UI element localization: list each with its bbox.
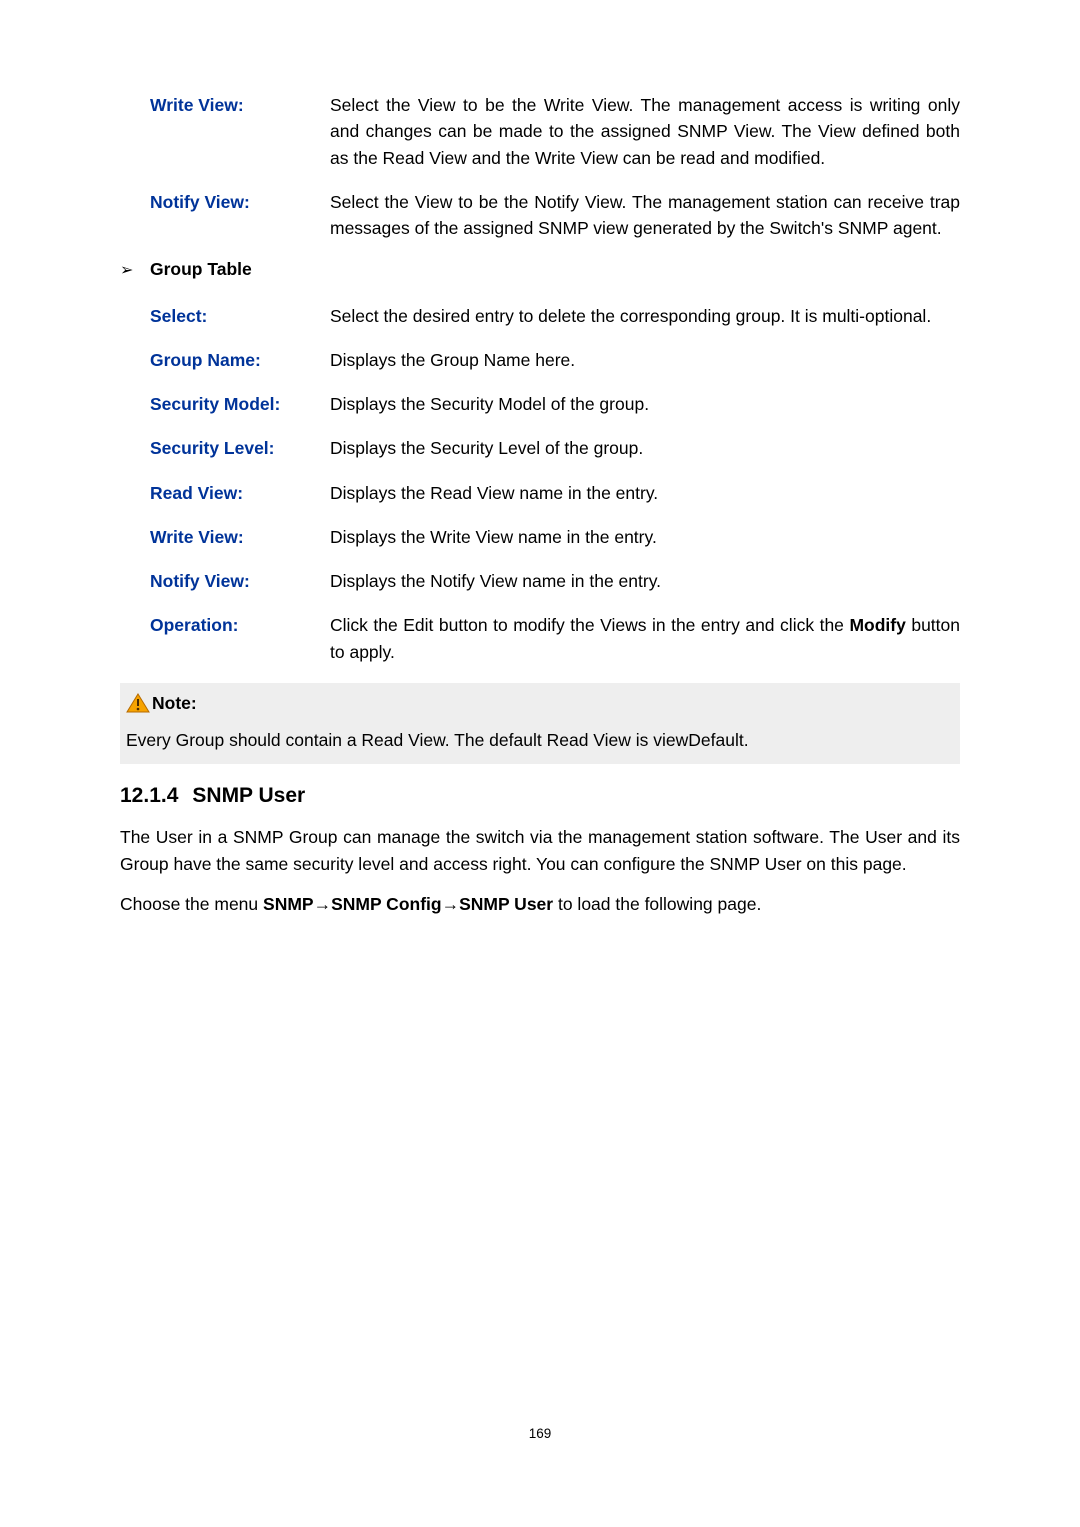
read-view-label: Read View:	[150, 483, 243, 503]
operation-desc: Click the Edit button to modify the View…	[330, 612, 960, 665]
chevron-icon: ➢	[120, 260, 150, 282]
security-level-desc: Displays the Security Level of the group…	[330, 435, 960, 461]
page-container: Write View: Select the View to be the Wr…	[0, 0, 1080, 917]
definition-label-col: Read View:	[120, 480, 330, 506]
note-title: Note:	[152, 693, 197, 714]
select-label: Select:	[150, 306, 207, 326]
operation-desc-prefix: Click the Edit button to modify the View…	[330, 615, 849, 635]
notify-view-table-desc: Displays the Notify View name in the ent…	[330, 568, 960, 594]
heading-text: SNMP User	[192, 784, 305, 808]
notify-view-label: Notify View:	[150, 192, 250, 212]
operation-desc-bold: Modify	[849, 615, 905, 635]
write-view-desc: Select the View to be the Write View. Th…	[330, 92, 960, 171]
security-model-desc: Displays the Security Model of the group…	[330, 391, 960, 417]
section-header: ➢ Group Table	[120, 259, 960, 282]
definition-label-col: Security Model:	[120, 391, 330, 417]
definition-row: Notify View: Select the View to be the N…	[120, 189, 960, 242]
definition-label-col: Select:	[120, 303, 330, 329]
page-number: 169	[0, 1426, 1080, 1441]
definition-label-col: Operation:	[120, 612, 330, 665]
note-text: Every Group should contain a Read View. …	[126, 728, 954, 753]
note-header: Note:	[126, 693, 954, 714]
para2-suffix: to load the following page.	[553, 894, 761, 914]
definition-label-col: Notify View:	[120, 568, 330, 594]
body-paragraph-1: The User in a SNMP Group can manage the …	[120, 824, 960, 877]
notify-view-table-label: Notify View:	[150, 571, 250, 591]
definition-label-col: Group Name:	[120, 347, 330, 373]
write-view-label: Write View:	[150, 95, 244, 115]
section-title: Group Table	[150, 259, 252, 280]
definition-label-col: Write View:	[120, 524, 330, 550]
heading-number: 12.1.4	[120, 784, 178, 808]
section-heading: 12.1.4 SNMP User	[120, 784, 960, 808]
definition-row: Write View: Select the View to be the Wr…	[120, 92, 960, 171]
definition-label-col: Security Level:	[120, 435, 330, 461]
security-model-label: Security Model:	[150, 394, 280, 414]
read-view-desc: Displays the Read View name in the entry…	[330, 480, 960, 506]
definition-row: Write View: Displays the Write View name…	[120, 524, 960, 550]
definition-row: Operation: Click the Edit button to modi…	[120, 612, 960, 665]
write-view-table-label: Write View:	[150, 527, 244, 547]
write-view-table-desc: Displays the Write View name in the entr…	[330, 524, 960, 550]
definition-row: Read View: Displays the Read View name i…	[120, 480, 960, 506]
definition-row: Select: Select the desired entry to dele…	[120, 303, 960, 329]
group-name-desc: Displays the Group Name here.	[330, 347, 960, 373]
para2-prefix: Choose the menu	[120, 894, 263, 914]
definition-row: Security Level: Displays the Security Le…	[120, 435, 960, 461]
warning-icon	[126, 693, 150, 713]
select-desc: Select the desired entry to delete the c…	[330, 303, 960, 329]
notify-view-desc: Select the View to be the Notify View. T…	[330, 189, 960, 242]
note-block: Note: Every Group should contain a Read …	[120, 683, 960, 765]
definition-label-col: Write View:	[120, 92, 330, 171]
operation-label: Operation:	[150, 615, 238, 635]
definition-row: Notify View: Displays the Notify View na…	[120, 568, 960, 594]
definition-label-col: Notify View:	[120, 189, 330, 242]
body-paragraph-2: Choose the menu SNMP→SNMP Config→SNMP Us…	[120, 891, 960, 917]
para2-bold: SNMP→SNMP Config→SNMP User	[263, 894, 553, 914]
definition-row: Group Name: Displays the Group Name here…	[120, 347, 960, 373]
definition-row: Security Model: Displays the Security Mo…	[120, 391, 960, 417]
security-level-label: Security Level:	[150, 438, 275, 458]
group-name-label: Group Name:	[150, 350, 261, 370]
